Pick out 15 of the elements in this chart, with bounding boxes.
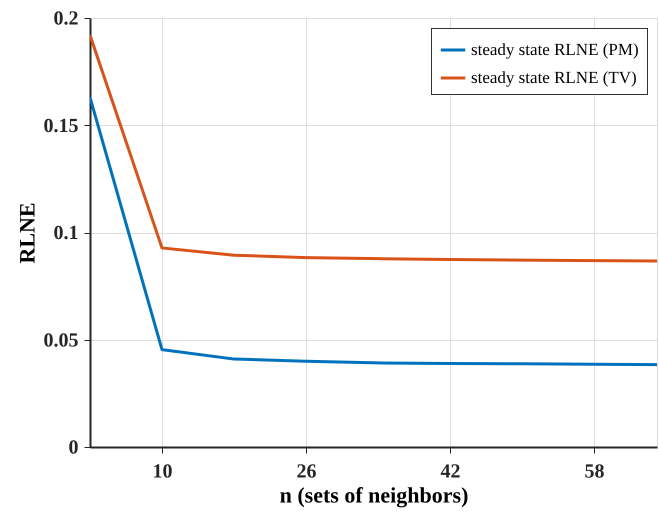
y-tick-label: 0.05 <box>44 329 78 352</box>
y-axis-title: RLNE <box>14 202 40 264</box>
x-tick-label: 58 <box>584 460 604 482</box>
x-tick-label: 42 <box>440 460 460 482</box>
legend-label: steady state RLNE (TV) <box>471 68 637 87</box>
line-series <box>90 34 657 263</box>
y-tick-label: 0.15 <box>44 114 78 137</box>
line-series <box>90 96 657 366</box>
y-tick-label: 0.2 <box>54 8 78 30</box>
legend-label: steady state RLNE (PM) <box>471 40 639 59</box>
y-tick-label: 0.1 <box>54 222 78 244</box>
y-tick-label: 0 <box>68 436 78 458</box>
x-axis-title: n (sets of neighbors) <box>280 482 468 508</box>
x-tick-label: 10 <box>152 460 172 482</box>
x-tick-label: 26 <box>296 460 316 482</box>
